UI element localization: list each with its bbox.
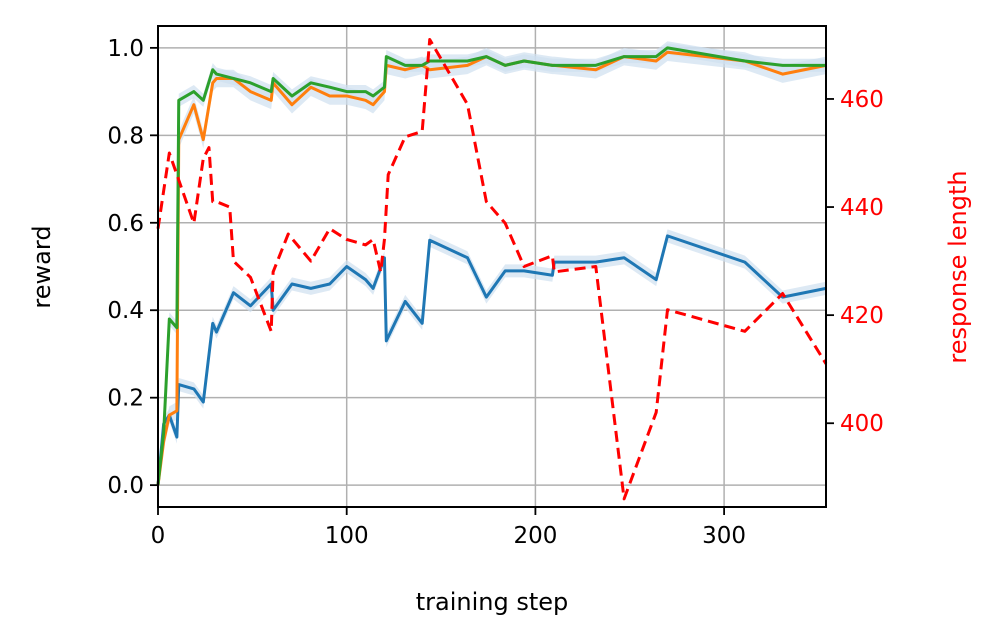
y2-axis-title: response length bbox=[944, 170, 972, 363]
y-axis-ticks: 0.0 0.2 0.4 0.6 0.8 1.0 bbox=[107, 36, 158, 499]
x-axis-title: training step bbox=[416, 588, 569, 616]
y2-tick-label: 400 bbox=[840, 411, 884, 437]
x-tick-label: 200 bbox=[513, 523, 557, 549]
y2-tick-label: 440 bbox=[840, 195, 884, 221]
y-tick-label: 0.6 bbox=[107, 211, 144, 237]
y-axis-title: reward bbox=[28, 225, 56, 308]
y-tick-label: 0.8 bbox=[107, 123, 144, 149]
x-tick-label: 100 bbox=[325, 523, 369, 549]
x-tick-label: 300 bbox=[702, 523, 746, 549]
series-line-blue bbox=[156, 234, 827, 486]
plot-frame bbox=[157, 25, 827, 508]
series-band-green bbox=[158, 41, 826, 492]
confidence-bands bbox=[158, 41, 826, 494]
series-band-orange bbox=[158, 43, 826, 494]
x-tick-label: 0 bbox=[151, 523, 166, 549]
y2-tick-label: 460 bbox=[840, 87, 884, 113]
series-line-red bbox=[156, 38, 828, 501]
y-tick-label: 1.0 bbox=[107, 36, 144, 62]
grid-lines bbox=[157, 26, 826, 507]
series-band-blue bbox=[158, 229, 826, 492]
series-lines bbox=[156, 38, 828, 501]
y2-axis-ticks: 400 420 440 460 bbox=[826, 87, 884, 437]
series-line-green bbox=[156, 46, 826, 486]
y-tick-label: 0.2 bbox=[107, 386, 144, 412]
series-line-orange bbox=[156, 50, 827, 486]
y-tick-label: 0.4 bbox=[107, 298, 144, 324]
y-tick-label: 0.0 bbox=[107, 473, 144, 499]
y2-tick-label: 420 bbox=[840, 303, 884, 329]
x-axis-ticks: 0 100 200 300 bbox=[151, 507, 746, 549]
